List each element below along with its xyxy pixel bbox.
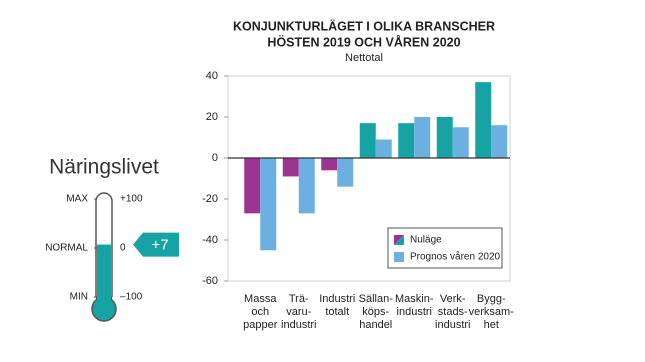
x-tick-label: Industri [319, 293, 355, 305]
y-tick-label: 0 [212, 152, 218, 164]
x-tick-label: industri [281, 319, 316, 331]
bar [337, 158, 354, 187]
chart-title: KONJUNKTURLÄGET I OLIKA BRANSCHER [233, 18, 495, 33]
x-tick-label: handel [359, 319, 392, 331]
value-badge [133, 232, 179, 257]
legend-swatch [394, 235, 404, 245]
x-tick-label: stads- [438, 306, 468, 318]
chart-title: HÖSTEN 2019 OCH VÅREN 2020 [267, 34, 460, 49]
bar [398, 123, 415, 158]
bar [375, 139, 392, 158]
x-tick-label: totalt [325, 306, 349, 318]
legend-label: Prognos våren 2020 [410, 251, 501, 263]
x-tick-label: papper [243, 319, 278, 331]
level-tick-label: –100 [120, 292, 143, 303]
bar [452, 127, 469, 158]
bar [475, 82, 492, 158]
x-tick-label: köps- [362, 306, 389, 318]
y-tick-label: -60 [202, 275, 218, 287]
y-tick-label: 20 [206, 111, 218, 123]
level-name: MIN [70, 292, 88, 303]
bar [260, 158, 277, 251]
x-tick-label: och [251, 306, 269, 318]
thermo-fill [97, 244, 111, 310]
y-tick-label: 40 [206, 70, 218, 82]
x-tick-label: varu- [286, 306, 311, 318]
level-name: NORMAL [45, 243, 88, 254]
chart-subtitle: Nettotal [345, 52, 383, 64]
thermo-title: Näringslivet [49, 156, 159, 179]
legend-label: Nuläge [410, 235, 442, 246]
plot-frame [227, 75, 511, 282]
value-label: +7 [151, 237, 168, 254]
legend-box [387, 227, 503, 269]
x-tick-label: Maskin- [395, 293, 434, 305]
bar [414, 117, 431, 158]
legend-swatch [394, 252, 404, 262]
level-tick-label: +100 [120, 194, 143, 205]
y-tick-label: -20 [202, 193, 218, 205]
bar [244, 158, 261, 214]
bar [321, 158, 338, 171]
level-tick-label: 0 [120, 243, 126, 254]
x-tick-label: het [484, 319, 499, 331]
x-tick-label: Massa [244, 293, 277, 305]
x-tick-label: Bygg- [477, 293, 506, 305]
x-tick-label: Verk- [440, 293, 466, 305]
y-tick-label: -40 [202, 234, 218, 246]
x-tick-label: industri [435, 319, 470, 331]
x-tick-label: Sällan- [359, 293, 394, 305]
bar [298, 158, 315, 214]
bar [282, 158, 299, 177]
level-name: MAX [66, 194, 88, 205]
bar [359, 123, 376, 158]
bar [436, 117, 453, 158]
x-tick-label: Trä- [289, 293, 309, 305]
x-tick-label: verksam- [469, 306, 515, 318]
bar [491, 125, 508, 158]
x-tick-label: industri [397, 306, 432, 318]
